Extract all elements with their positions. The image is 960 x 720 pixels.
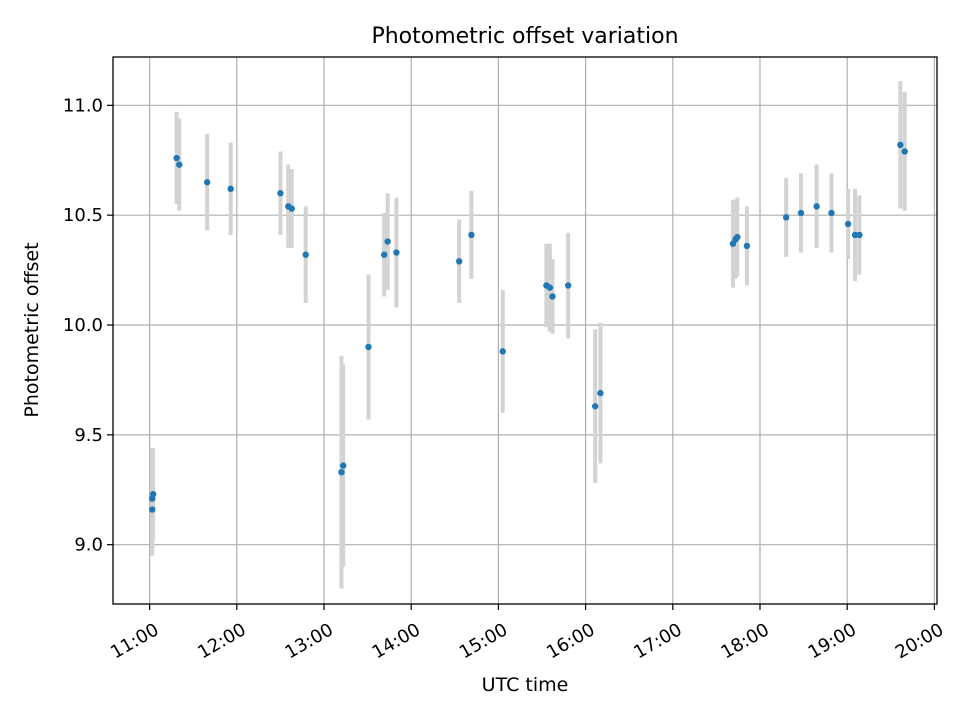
data-point — [338, 468, 345, 476]
data-point — [897, 141, 904, 149]
data-point — [302, 251, 309, 258]
data-point — [743, 242, 751, 250]
data-point — [380, 251, 388, 258]
data-point — [288, 205, 295, 212]
data-point — [339, 462, 347, 469]
data-point — [549, 293, 556, 300]
y-tick-label: 10.5 — [63, 205, 103, 226]
plot-frame — [112, 56, 938, 605]
data-point — [597, 389, 604, 397]
data-point — [797, 209, 805, 217]
data-point — [203, 179, 211, 186]
data-points — [149, 141, 908, 513]
data-point — [173, 154, 180, 162]
data-point — [591, 403, 599, 410]
data-point — [828, 209, 835, 217]
data-point — [393, 249, 400, 256]
data-point — [365, 343, 372, 351]
data-point — [734, 233, 741, 241]
y-axis-label: Photometric offset — [21, 242, 43, 417]
data-point — [176, 161, 183, 168]
data-point — [813, 203, 820, 210]
y-tick-label: 10.0 — [63, 315, 103, 336]
data-point — [277, 190, 284, 197]
data-point — [499, 348, 506, 355]
data-point — [384, 238, 391, 245]
data-point — [844, 220, 852, 228]
data-point — [856, 231, 863, 239]
data-point — [149, 490, 157, 498]
data-point — [468, 231, 475, 239]
data-point — [782, 214, 790, 221]
y-tick-label: 9.5 — [74, 425, 103, 446]
data-point — [901, 148, 908, 155]
data-point — [546, 284, 554, 291]
data-point — [564, 282, 572, 289]
data-point — [455, 258, 463, 265]
data-point — [227, 185, 234, 193]
chart-title: Photometric offset variation — [371, 24, 678, 49]
y-tick-label: 11.0 — [63, 95, 103, 116]
x-axis-label: UTC time — [482, 674, 569, 696]
data-point — [149, 506, 156, 513]
y-tick-label: 9.0 — [74, 535, 103, 556]
